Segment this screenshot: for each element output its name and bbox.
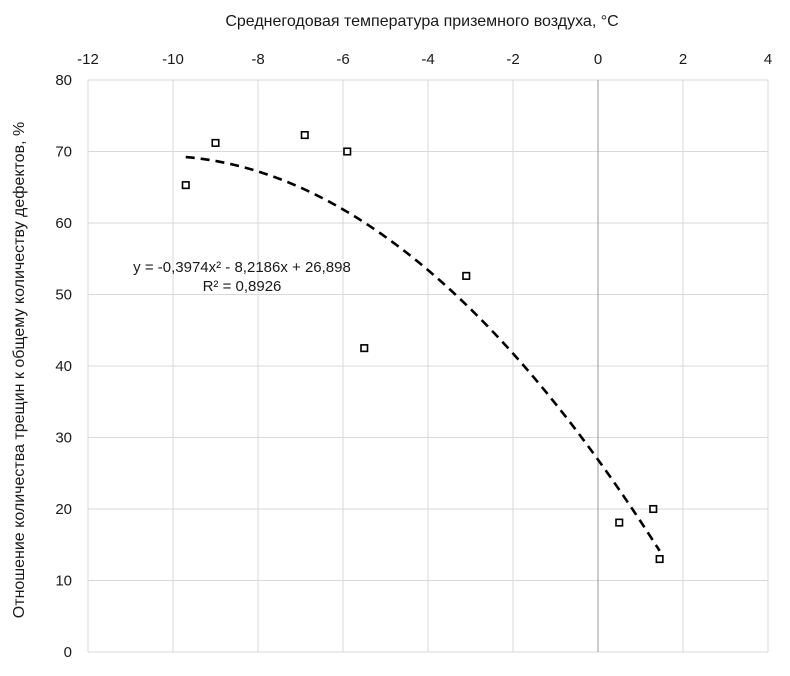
y-tick-label: 20: [55, 501, 72, 518]
y-tick-label: 0: [64, 644, 72, 661]
x-tick-label: -12: [77, 51, 99, 68]
trendline-r-squared: R² = 0,8926: [203, 278, 282, 295]
y-tick-label: 50: [55, 287, 72, 304]
data-point: [343, 147, 352, 156]
x-tick-label: -4: [421, 51, 434, 68]
x-tick-label: -10: [162, 51, 184, 68]
y-axis-title: Отношение количества трещин к общему кол…: [11, 122, 28, 618]
y-tick-label: 30: [55, 430, 72, 447]
data-point: [649, 504, 658, 514]
data-point: [615, 518, 624, 527]
data-point: [300, 131, 309, 140]
x-tick-label: 4: [764, 51, 772, 68]
x-axis-title: Среднегодовая температура приземного воз…: [225, 13, 618, 30]
data-point: [211, 138, 220, 147]
data-point: [360, 344, 369, 353]
y-tick-label: 70: [55, 144, 72, 161]
x-tick-label: -2: [506, 51, 519, 68]
grid-lines: [87, 79, 769, 653]
x-tick-label: -8: [251, 51, 264, 68]
x-tick-labels: -12 -10 -8 -6 -4 -2 0 2 4: [77, 51, 772, 68]
x-tick-label: 0: [594, 51, 602, 68]
y-tick-label: 10: [55, 573, 72, 590]
y-tick-labels: 0 10 20 30 40 50 60 70 80: [55, 72, 72, 661]
y-tick-label: 60: [55, 215, 72, 232]
y-tick-label: 40: [55, 358, 72, 375]
data-point: [462, 271, 471, 280]
trendline-equation: y = -0,3974x² - 8,2186x + 26,898: [133, 259, 351, 276]
trendline: [185, 155, 661, 552]
y-tick-label: 80: [55, 72, 72, 89]
x-tick-label: 2: [679, 51, 687, 68]
x-tick-label: -6: [336, 51, 349, 68]
data-point: [181, 181, 190, 190]
data-point: [655, 554, 664, 564]
data-points: [181, 131, 664, 564]
